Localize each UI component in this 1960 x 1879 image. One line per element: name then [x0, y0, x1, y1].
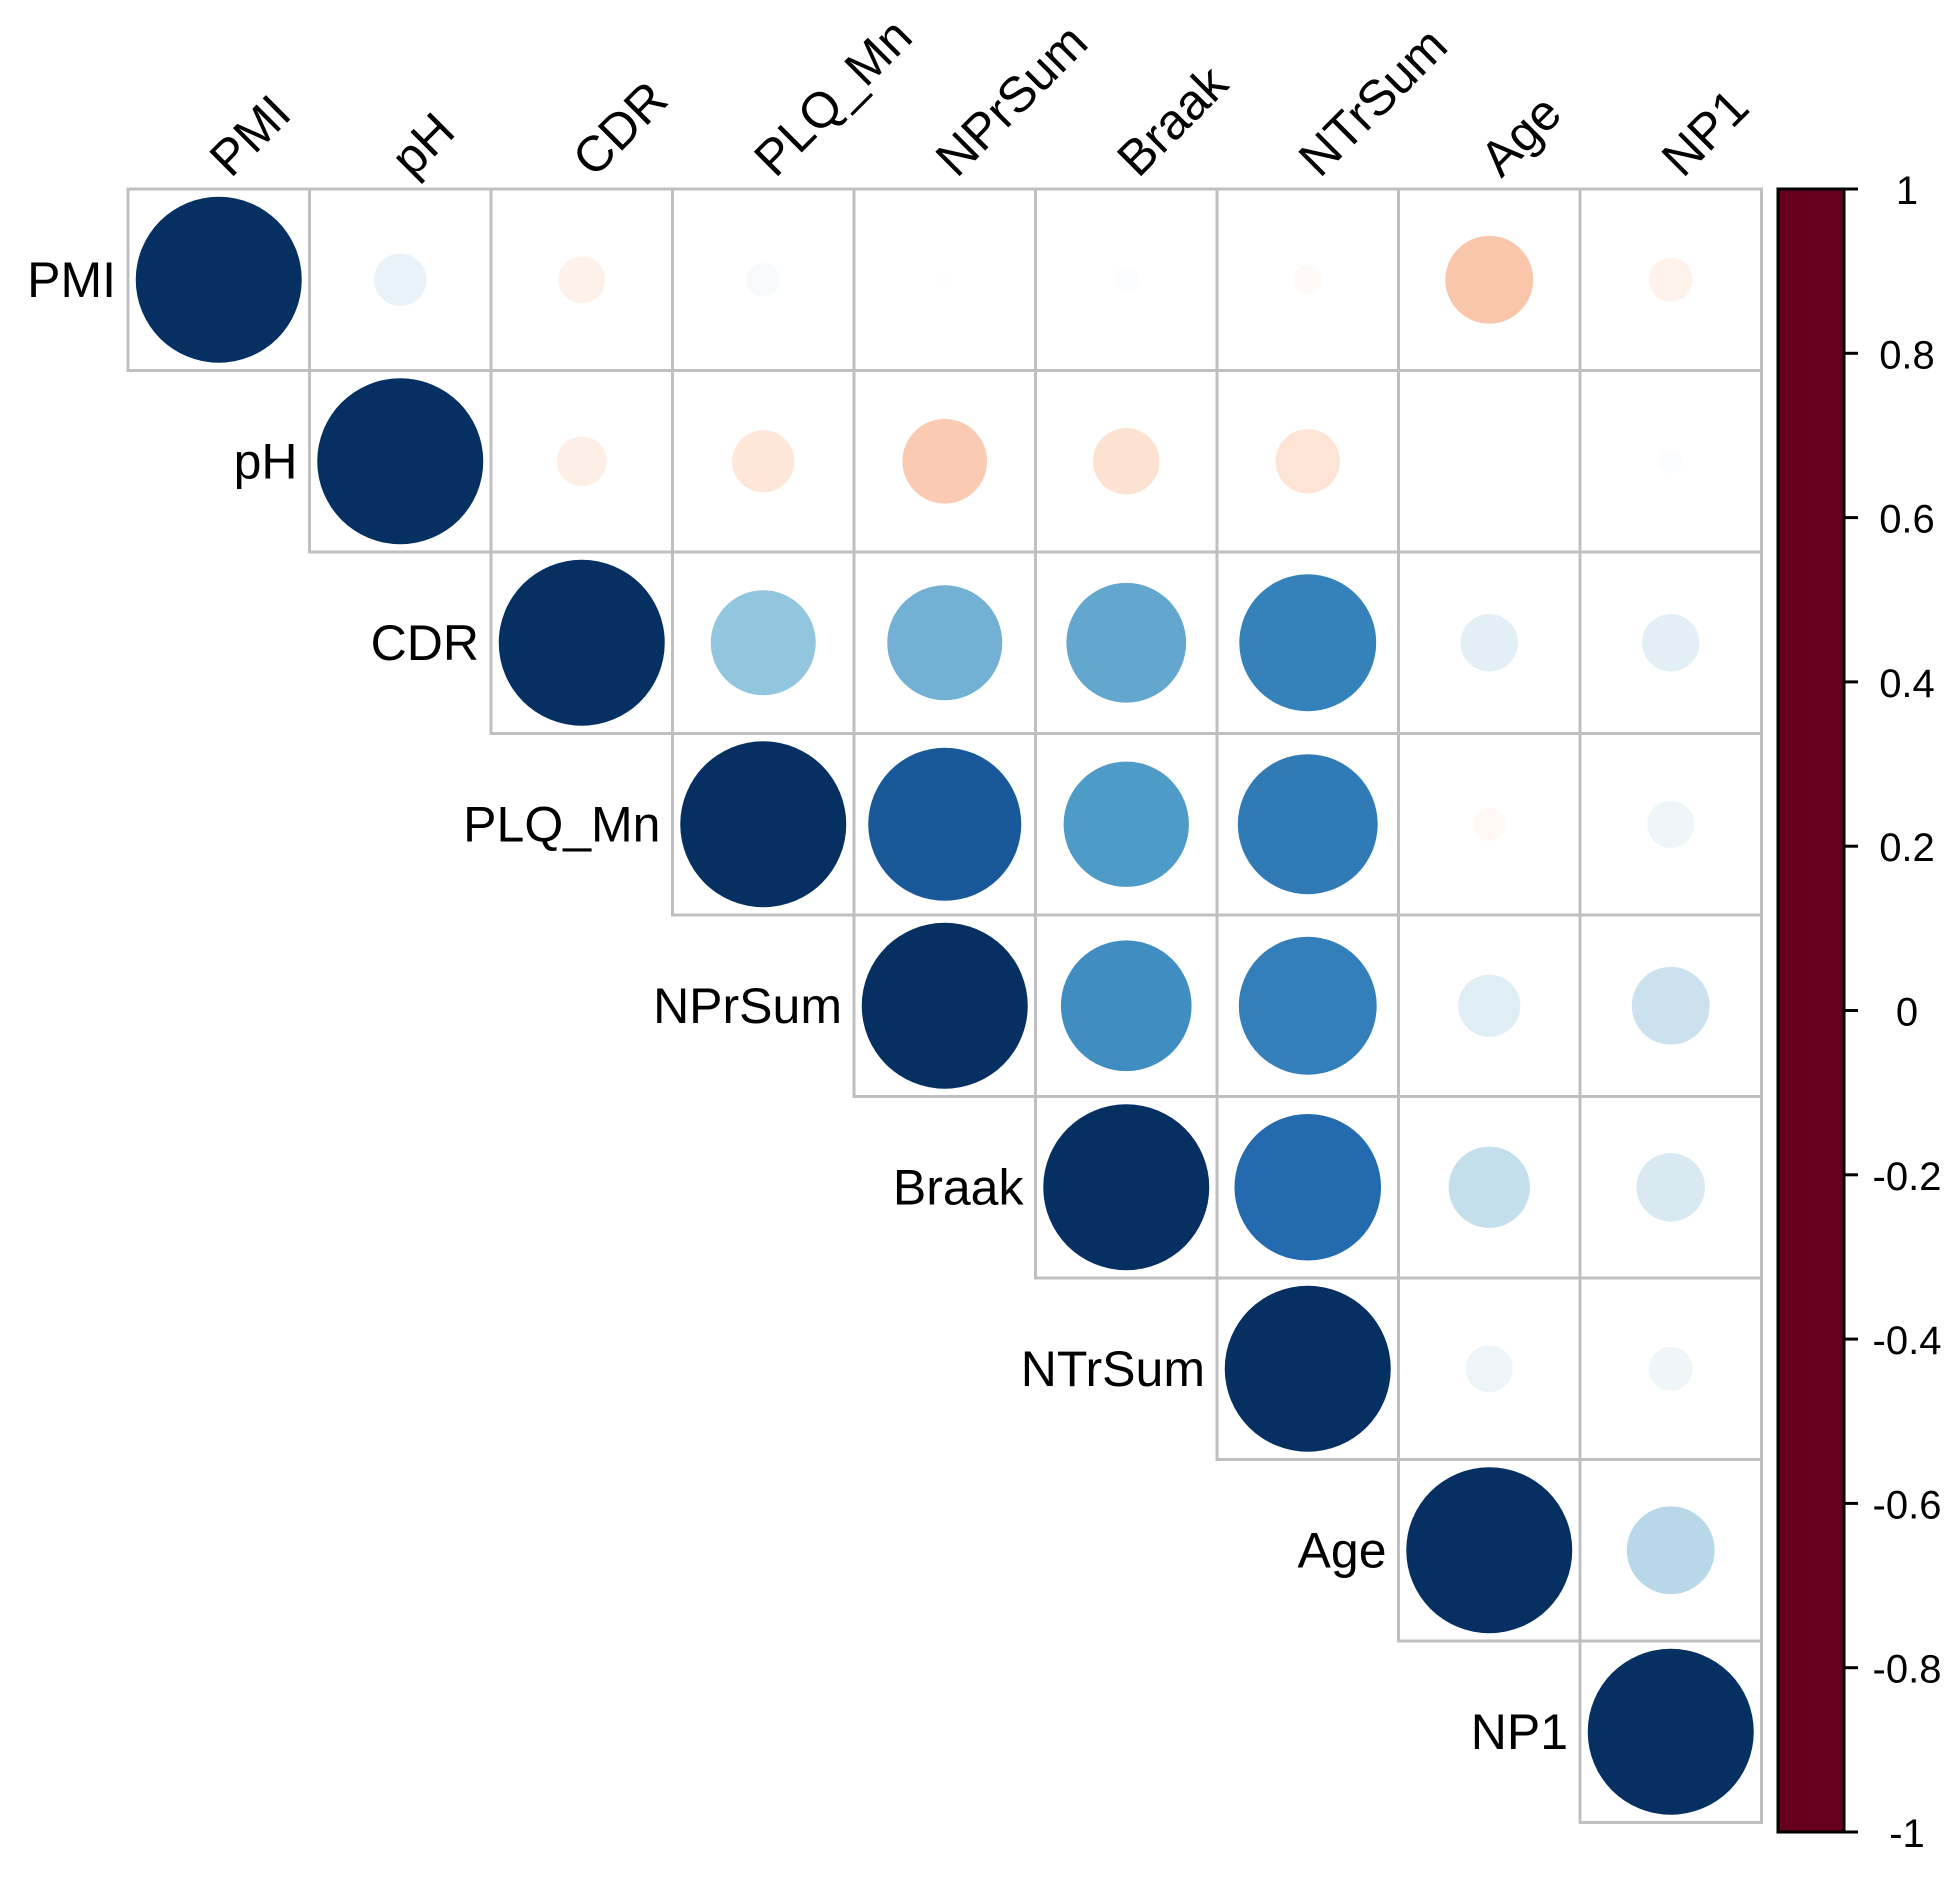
column-label: PLQ_Mn	[743, 8, 922, 187]
correlation-circle	[1465, 1345, 1513, 1393]
colorbar-tick-label: 0.2	[1879, 826, 1935, 870]
correlation-circle	[1093, 428, 1160, 495]
column-label: NP1	[1651, 78, 1759, 186]
row-label: NTrSum	[1021, 1341, 1205, 1397]
correlation-circles	[135, 196, 1754, 1815]
correlation-circle	[861, 922, 1028, 1089]
correlation-circle	[1066, 582, 1187, 703]
row-label: NPrSum	[653, 978, 842, 1034]
correlation-circle	[1060, 940, 1192, 1072]
matrix-cell	[1397, 369, 1582, 554]
row-label: Braak	[893, 1159, 1025, 1215]
correlation-circle	[1631, 966, 1710, 1045]
correlation-circle	[1445, 235, 1534, 324]
correlation-circle	[556, 436, 607, 487]
correlation-circle	[1293, 265, 1323, 295]
correlation-circle	[1587, 1648, 1754, 1815]
row-label: pH	[234, 433, 298, 489]
row-label: PLQ_Mn	[463, 796, 660, 852]
colorbar-rect	[1776, 187, 1846, 1834]
column-label: NPrSum	[925, 14, 1098, 187]
correlation-circle	[746, 263, 780, 297]
correlation-circle	[1626, 1506, 1715, 1595]
colorbar-tick-label: 0.6	[1879, 498, 1935, 542]
column-label: PMI	[199, 84, 301, 186]
correlation-circle	[1237, 754, 1378, 895]
column-label: CDR	[562, 71, 678, 187]
correlation-circle	[1460, 614, 1518, 672]
row-label: NP1	[1471, 1704, 1568, 1760]
row-label: Age	[1298, 1522, 1387, 1578]
colorbar: 1 0.8 0.6 0.4 0.2 0 -0.2 -0.4 -0.6 -0.8 -1	[1776, 169, 1942, 1856]
correlation-circle	[1234, 1113, 1382, 1261]
correlation-circle	[317, 378, 484, 545]
correlation-circle	[1458, 974, 1521, 1037]
correlation-circle	[887, 585, 1003, 701]
matrix-cell	[1578, 1639, 1763, 1824]
correlation-circle	[1448, 1146, 1530, 1228]
column-label: Age	[1469, 84, 1572, 187]
correlation-circle	[1648, 257, 1693, 302]
correlation-circle	[1659, 449, 1683, 473]
row-label: CDR	[371, 615, 479, 671]
colorbar-tick-label: 1	[1896, 169, 1918, 213]
correlation-circle	[1275, 429, 1340, 494]
colorbar-tick-label: 0	[1896, 991, 1918, 1035]
column-label: pH	[380, 102, 465, 187]
correlation-circle	[1043, 1104, 1210, 1271]
correlation-circle	[558, 256, 606, 304]
correlation-circle	[1647, 800, 1695, 848]
correlation-circle	[1648, 1346, 1693, 1391]
colorbar-tick-label: -0.6	[1873, 1483, 1942, 1527]
correlation-circle	[936, 271, 954, 289]
correlation-circle	[498, 559, 665, 726]
colorbar-tick-label: -0.2	[1873, 1155, 1942, 1199]
grid-lines	[126, 187, 1763, 1824]
correlation-circle	[710, 590, 816, 696]
correlation-circle	[1238, 936, 1377, 1075]
correlation-circle	[1063, 761, 1189, 887]
correlation-circle	[1406, 1467, 1573, 1634]
correlation-circle	[1224, 1285, 1391, 1452]
correlation-circle	[902, 418, 988, 504]
row-label: PMI	[27, 252, 116, 308]
colorbar-tick-label: -1	[1889, 1812, 1925, 1856]
colorbar-tick-label: 0.8	[1879, 333, 1935, 377]
correlation-circle	[1636, 1153, 1705, 1222]
column-label: Braak	[1106, 54, 1239, 187]
correlation-circle	[1239, 574, 1377, 712]
correlation-circle	[680, 741, 847, 908]
column-label: NTrSum	[1288, 17, 1458, 187]
correlation-circle	[732, 430, 795, 493]
colorbar-tick-label: 0.4	[1879, 662, 1935, 706]
colorbar-tick-label: -0.4	[1873, 1319, 1942, 1363]
correlation-circle	[868, 747, 1022, 901]
correlation-circle	[1114, 268, 1138, 292]
correlation-circle	[374, 253, 427, 306]
correlation-circle	[1472, 807, 1506, 841]
correlation-circle	[1642, 614, 1700, 672]
correlation-circle	[135, 196, 302, 363]
colorbar-tick-label: -0.8	[1873, 1648, 1942, 1692]
